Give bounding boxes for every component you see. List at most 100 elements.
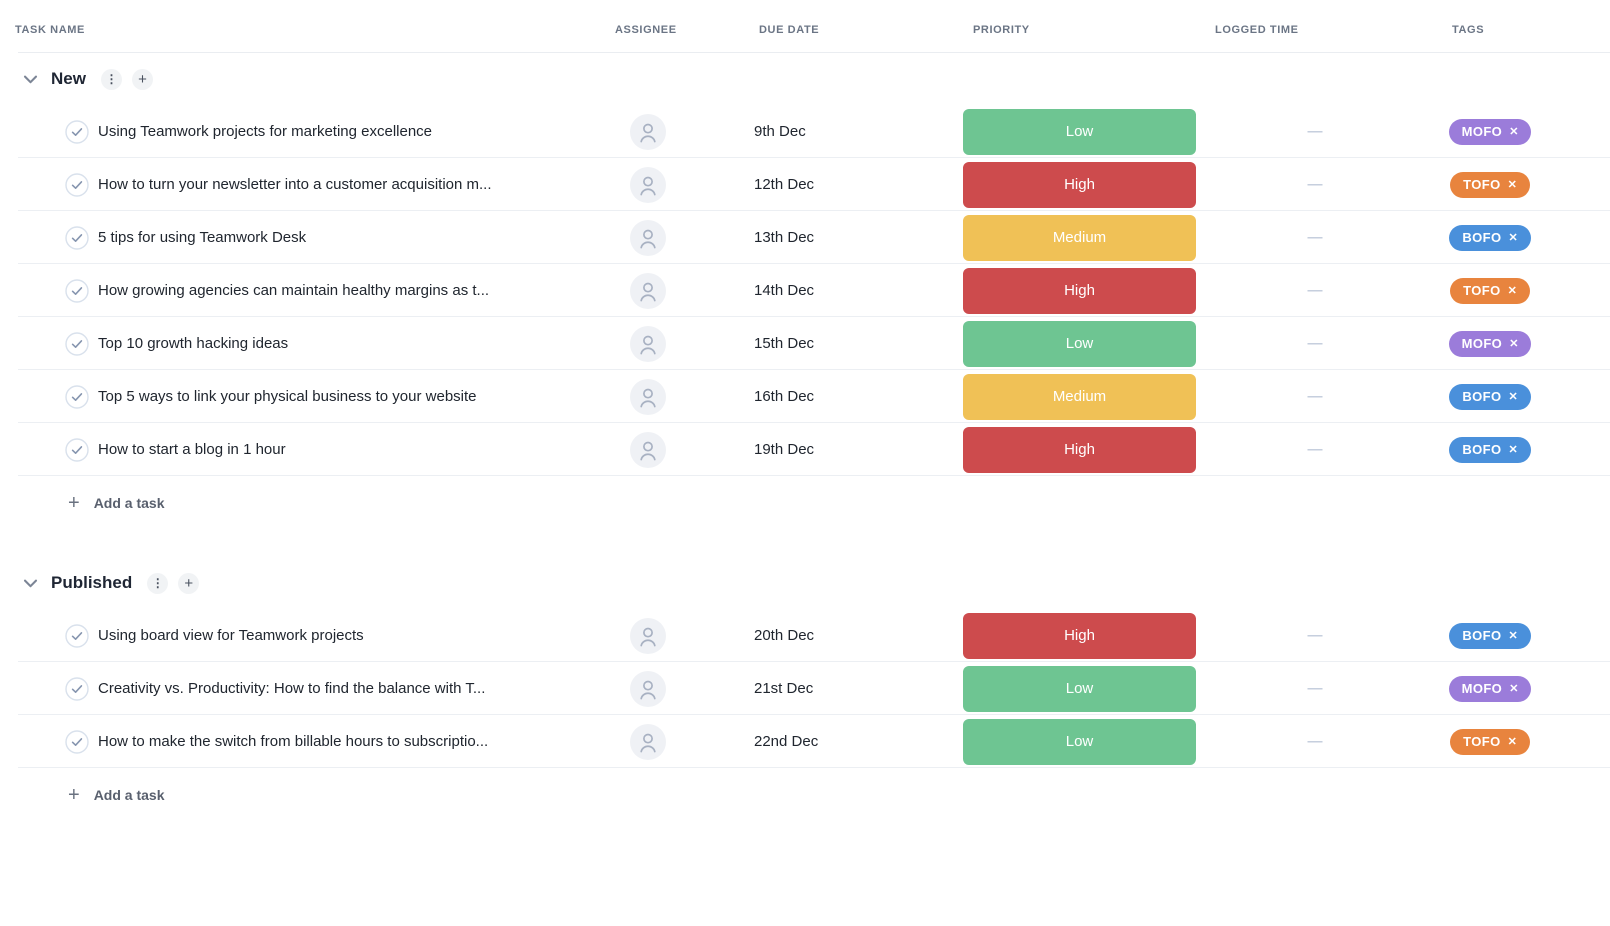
priority-badge[interactable]: High xyxy=(963,426,1196,473)
tag-remove-icon[interactable]: ✕ xyxy=(1508,630,1518,642)
logged-time-cell: — xyxy=(1210,680,1420,697)
collapse-group-button[interactable] xyxy=(22,575,38,591)
assignee-avatar[interactable] xyxy=(630,325,666,362)
tag-pill[interactable]: BOFO ✕ xyxy=(1449,224,1531,251)
tag-remove-icon[interactable]: ✕ xyxy=(1508,391,1518,403)
tag-remove-icon[interactable]: ✕ xyxy=(1507,736,1517,748)
complete-task-checkmark-icon[interactable] xyxy=(65,331,89,356)
priority-cell: Low xyxy=(950,317,1210,370)
logged-time-value[interactable]: — xyxy=(1307,680,1323,697)
due-date[interactable]: 20th Dec xyxy=(754,627,815,644)
group-add-button[interactable]: + xyxy=(131,68,153,90)
task-name[interactable]: How to turn your newsletter into a custo… xyxy=(98,176,492,193)
complete-task-checkmark-icon[interactable] xyxy=(65,729,89,754)
due-date[interactable]: 14th Dec xyxy=(754,282,815,299)
collapse-group-button[interactable] xyxy=(22,71,38,87)
due-date[interactable]: 15th Dec xyxy=(754,335,815,352)
task-name[interactable]: How to make the switch from billable hou… xyxy=(98,733,489,750)
tags-cell: TOFO ✕ xyxy=(1420,277,1610,304)
tags-cell: MOFO ✕ xyxy=(1420,118,1610,145)
task-name[interactable]: Top 5 ways to link your physical busines… xyxy=(98,388,477,405)
tag-pill[interactable]: BOFO ✕ xyxy=(1449,383,1531,410)
assignee-avatar[interactable] xyxy=(630,219,666,256)
priority-badge[interactable]: Low xyxy=(963,665,1196,712)
complete-task-checkmark-icon[interactable] xyxy=(65,384,89,409)
logged-time-cell: — xyxy=(1210,733,1420,750)
assignee-avatar[interactable] xyxy=(630,617,666,654)
complete-task-checkmark-icon[interactable] xyxy=(65,172,89,197)
priority-badge[interactable]: Low xyxy=(963,320,1196,367)
tag-remove-icon[interactable]: ✕ xyxy=(1508,232,1518,244)
complete-task-checkmark-icon[interactable] xyxy=(65,623,89,648)
tag-pill[interactable]: MOFO ✕ xyxy=(1448,330,1532,357)
logged-time-value[interactable]: — xyxy=(1307,176,1323,193)
add-task-plus-icon: + xyxy=(68,491,80,514)
tag-remove-icon[interactable]: ✕ xyxy=(1507,285,1517,297)
group-options-button[interactable]: ⋮ xyxy=(100,68,122,90)
tag-remove-icon[interactable]: ✕ xyxy=(1509,338,1519,350)
tag-pill[interactable]: BOFO ✕ xyxy=(1449,622,1531,649)
due-date[interactable]: 16th Dec xyxy=(754,388,815,405)
add-task-row[interactable]: + Add a task xyxy=(0,476,1610,529)
assignee-avatar[interactable] xyxy=(630,166,666,203)
tag-remove-icon[interactable]: ✕ xyxy=(1509,683,1519,695)
priority-badge[interactable]: Low xyxy=(963,718,1196,765)
complete-task-checkmark-icon[interactable] xyxy=(65,278,89,303)
logged-time-cell: — xyxy=(1210,282,1420,299)
logged-time-value[interactable]: — xyxy=(1307,441,1323,458)
task-name[interactable]: Using Teamwork projects for marketing ex… xyxy=(98,123,433,140)
task-name-cell: Creativity vs. Productivity: How to find… xyxy=(0,676,598,701)
priority-badge[interactable]: High xyxy=(963,612,1196,659)
task-name[interactable]: Top 10 growth hacking ideas xyxy=(98,335,289,352)
task-row: 5 tips for using Teamwork Desk 13th Dec … xyxy=(0,211,1610,264)
task-name-cell: Using board view for Teamwork projects xyxy=(0,623,598,648)
due-date[interactable]: 12th Dec xyxy=(754,176,815,193)
add-task-row[interactable]: + Add a task xyxy=(0,768,1610,821)
tag-pill[interactable]: TOFO ✕ xyxy=(1450,171,1530,198)
complete-task-checkmark-icon[interactable] xyxy=(65,676,89,701)
logged-time-value[interactable]: — xyxy=(1307,388,1323,405)
logged-time-value[interactable]: — xyxy=(1307,229,1323,246)
complete-task-checkmark-icon[interactable] xyxy=(65,225,89,250)
column-header-assignee: ASSIGNEE xyxy=(615,24,677,36)
tag-pill[interactable]: TOFO ✕ xyxy=(1450,728,1530,755)
due-date[interactable]: 19th Dec xyxy=(754,441,815,458)
tag-remove-icon[interactable]: ✕ xyxy=(1508,444,1518,456)
task-row: How to start a blog in 1 hour 19th Dec H… xyxy=(0,423,1610,476)
assignee-avatar[interactable] xyxy=(630,670,666,707)
tag-remove-icon[interactable]: ✕ xyxy=(1507,179,1517,191)
group-options-button[interactable]: ⋮ xyxy=(147,572,169,594)
assignee-avatar[interactable] xyxy=(630,431,666,468)
tag-pill[interactable]: MOFO ✕ xyxy=(1448,675,1532,702)
priority-badge[interactable]: Medium xyxy=(963,214,1196,261)
group-add-button[interactable]: + xyxy=(178,572,200,594)
due-date[interactable]: 13th Dec xyxy=(754,229,815,246)
priority-badge[interactable]: High xyxy=(963,161,1196,208)
task-name[interactable]: Creativity vs. Productivity: How to find… xyxy=(98,680,486,697)
complete-task-checkmark-icon[interactable] xyxy=(65,437,89,462)
assignee-avatar[interactable] xyxy=(630,378,666,415)
task-name[interactable]: 5 tips for using Teamwork Desk xyxy=(98,229,307,246)
priority-badge[interactable]: Medium xyxy=(963,373,1196,420)
task-name[interactable]: How to start a blog in 1 hour xyxy=(98,441,286,458)
task-name[interactable]: Using board view for Teamwork projects xyxy=(98,627,364,644)
tag-pill[interactable]: MOFO ✕ xyxy=(1448,118,1532,145)
task-name[interactable]: How growing agencies can maintain health… xyxy=(98,282,490,299)
assignee-avatar[interactable] xyxy=(630,113,666,150)
priority-badge[interactable]: High xyxy=(963,267,1196,314)
logged-time-value[interactable]: — xyxy=(1307,335,1323,352)
logged-time-value[interactable]: — xyxy=(1307,627,1323,644)
due-date[interactable]: 9th Dec xyxy=(754,123,806,140)
due-date[interactable]: 21st Dec xyxy=(754,680,814,697)
complete-task-checkmark-icon[interactable] xyxy=(65,119,89,144)
tag-pill[interactable]: TOFO ✕ xyxy=(1450,277,1530,304)
logged-time-value[interactable]: — xyxy=(1307,282,1323,299)
tag-pill[interactable]: BOFO ✕ xyxy=(1449,436,1531,463)
tag-remove-icon[interactable]: ✕ xyxy=(1509,126,1519,138)
logged-time-value[interactable]: — xyxy=(1307,733,1323,750)
assignee-avatar[interactable] xyxy=(630,272,666,309)
logged-time-value[interactable]: — xyxy=(1307,123,1323,140)
due-date[interactable]: 22nd Dec xyxy=(754,733,819,750)
priority-badge[interactable]: Low xyxy=(963,108,1196,155)
assignee-avatar[interactable] xyxy=(630,723,666,760)
